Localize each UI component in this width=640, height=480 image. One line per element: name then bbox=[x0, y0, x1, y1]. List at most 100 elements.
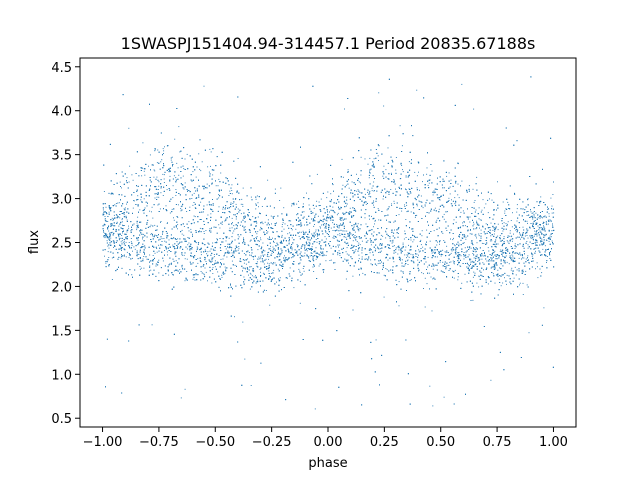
data-point bbox=[472, 265, 474, 266]
data-point bbox=[494, 254, 496, 256]
data-point bbox=[440, 195, 441, 197]
data-point bbox=[339, 217, 341, 219]
data-point bbox=[180, 208, 182, 210]
data-point bbox=[535, 247, 537, 249]
data-point bbox=[526, 241, 528, 242]
data-point bbox=[136, 255, 138, 257]
data-point bbox=[175, 189, 177, 190]
data-point bbox=[369, 252, 371, 254]
data-point bbox=[423, 288, 424, 289]
data-point bbox=[316, 173, 318, 175]
data-point bbox=[429, 240, 431, 242]
data-point bbox=[410, 279, 412, 281]
data-point bbox=[395, 157, 397, 158]
data-point bbox=[490, 260, 492, 262]
data-point bbox=[267, 179, 269, 181]
data-point bbox=[515, 229, 517, 231]
data-point bbox=[225, 268, 227, 270]
data-point bbox=[340, 223, 341, 225]
data-point bbox=[274, 262, 276, 264]
data-point bbox=[325, 254, 327, 256]
data-point bbox=[154, 149, 156, 151]
data-point bbox=[187, 244, 189, 246]
data-point bbox=[416, 236, 418, 238]
data-point bbox=[221, 274, 223, 276]
data-point bbox=[103, 191, 105, 192]
data-point bbox=[405, 246, 407, 248]
data-point bbox=[326, 220, 328, 222]
data-point bbox=[405, 189, 407, 191]
data-point bbox=[107, 251, 109, 253]
data-point bbox=[404, 230, 406, 232]
data-point bbox=[452, 260, 454, 262]
data-point bbox=[150, 233, 152, 235]
data-point bbox=[267, 231, 269, 233]
data-point bbox=[358, 242, 360, 244]
data-point bbox=[336, 225, 338, 227]
data-point bbox=[156, 248, 158, 249]
data-point bbox=[391, 240, 393, 242]
data-point bbox=[260, 226, 262, 228]
data-point bbox=[304, 224, 305, 226]
data-point bbox=[476, 237, 477, 239]
data-point bbox=[378, 219, 380, 221]
data-point bbox=[123, 241, 125, 243]
data-point bbox=[369, 157, 371, 159]
data-point bbox=[525, 258, 527, 260]
data-point bbox=[253, 258, 255, 260]
data-point bbox=[501, 252, 503, 254]
data-point bbox=[121, 250, 122, 251]
data-point bbox=[522, 257, 523, 259]
data-point bbox=[346, 203, 348, 205]
data-point bbox=[201, 161, 203, 163]
data-point bbox=[526, 235, 528, 236]
data-point bbox=[184, 158, 186, 160]
data-point bbox=[264, 234, 266, 235]
data-point bbox=[154, 197, 156, 199]
data-point bbox=[515, 274, 517, 276]
data-point bbox=[152, 255, 154, 256]
data-point bbox=[336, 224, 338, 225]
data-point bbox=[128, 256, 130, 258]
data-point bbox=[407, 255, 409, 257]
data-point bbox=[207, 280, 208, 282]
data-point bbox=[446, 175, 448, 177]
data-point bbox=[424, 306, 426, 308]
data-point bbox=[510, 220, 512, 221]
data-point bbox=[262, 254, 264, 256]
data-point bbox=[142, 246, 144, 248]
data-point bbox=[262, 272, 264, 274]
data-point bbox=[151, 233, 153, 234]
data-point bbox=[205, 261, 207, 262]
data-point bbox=[284, 255, 285, 257]
data-point bbox=[141, 246, 143, 247]
data-point bbox=[118, 225, 120, 227]
data-point bbox=[108, 257, 110, 258]
data-point bbox=[376, 264, 378, 266]
data-point bbox=[473, 271, 475, 273]
data-point bbox=[358, 230, 360, 232]
data-point bbox=[148, 165, 149, 167]
data-point bbox=[335, 250, 336, 251]
data-point bbox=[392, 239, 394, 241]
data-point bbox=[247, 258, 248, 260]
data-point bbox=[136, 190, 138, 192]
data-point bbox=[345, 242, 347, 244]
data-point bbox=[383, 105, 385, 107]
data-point bbox=[542, 248, 544, 250]
data-point bbox=[154, 252, 156, 254]
data-point bbox=[319, 226, 321, 228]
data-point bbox=[527, 247, 529, 249]
data-point bbox=[457, 279, 459, 281]
data-point bbox=[228, 229, 230, 231]
data-point bbox=[400, 163, 402, 165]
data-point bbox=[426, 173, 428, 175]
data-point bbox=[308, 204, 310, 206]
data-point bbox=[161, 244, 163, 246]
data-point bbox=[231, 193, 233, 195]
data-point bbox=[110, 237, 112, 239]
data-point bbox=[429, 272, 431, 274]
data-point bbox=[472, 250, 474, 252]
data-point bbox=[547, 208, 549, 209]
data-point bbox=[465, 236, 467, 238]
